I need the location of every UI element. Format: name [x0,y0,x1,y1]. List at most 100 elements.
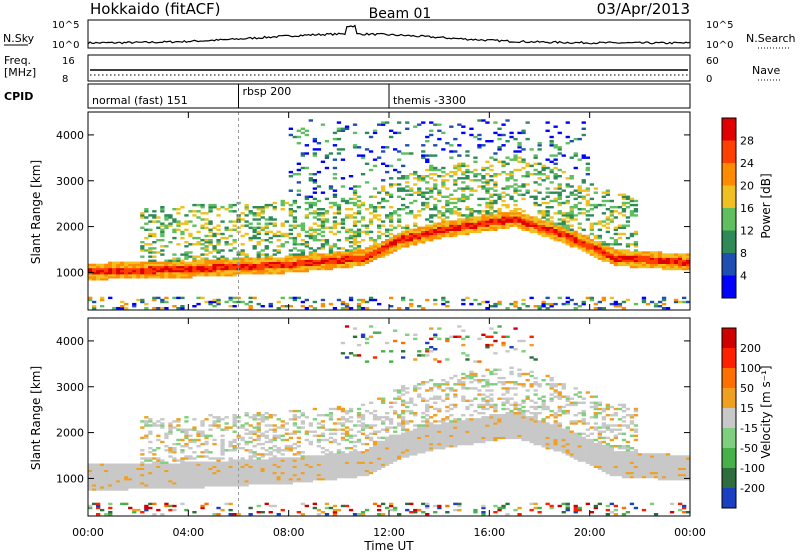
velocity-cell [372,457,378,460]
power-cell [429,226,434,229]
velocity-cell [188,480,193,483]
velocity-cell [144,434,149,437]
velocity-cell [445,504,450,508]
velocity-cell [252,438,257,442]
power-cell [377,236,382,240]
velocity-cell [461,383,466,386]
velocity-cell [372,432,378,435]
power-cell [481,185,486,188]
power-cell [597,257,602,260]
velocity-cell [152,482,157,485]
velocity-cell [220,453,225,456]
power-cell [248,272,253,275]
power-cell [461,298,466,302]
velocity-cell [405,508,410,512]
power-cell [405,127,410,130]
power-cell [344,261,350,264]
velocity-cell [204,461,209,464]
power-cell [678,253,683,256]
velocity-cell [252,426,257,429]
power-cell [292,263,297,267]
velocity-cell [188,434,193,437]
power-cell [665,257,671,260]
power-cell [288,255,293,258]
velocity-cell [284,473,289,477]
power-cell [332,131,338,135]
velocity-cell [332,467,338,470]
velocity-cell [368,449,374,452]
power-cell [513,150,518,153]
power-cell [445,187,450,190]
power-cell [224,300,229,304]
velocity-cell [296,445,301,448]
power-cell [537,218,542,221]
power-cell [92,272,97,275]
power-cell [485,173,490,176]
power-cell [549,154,554,157]
velocity-cell [184,467,189,470]
velocity-cell [328,455,334,458]
power-cell [192,243,197,246]
velocity-cell [204,436,209,440]
velocity-cell [381,350,386,353]
power-cell [565,226,570,229]
power-cell [485,179,490,182]
power-cell [364,249,370,252]
power-cell [288,236,293,240]
power-cell [629,214,635,217]
power-cell [437,193,442,196]
velocity-cell [136,480,141,483]
velocity-cell [276,471,281,475]
power-cell [332,257,338,260]
power-cell [116,263,121,267]
power-cell [180,206,185,209]
power-cell [192,305,197,308]
velocity-cell [433,383,438,386]
velocity-cell [401,455,406,458]
velocity-cell [108,467,113,470]
power-cell [405,243,410,246]
power-cell [481,181,486,184]
velocity-cell [328,467,334,470]
power-cell [328,259,334,262]
velocity-cell [429,426,434,429]
velocity-cell [405,391,410,394]
power-cell [561,220,566,223]
power-cell [489,208,494,211]
velocity-cell [136,478,141,481]
power-cell [164,274,169,277]
power-cell [417,210,422,213]
power-cell [429,214,434,217]
velocity-cell [393,442,398,446]
power-cell [304,234,309,238]
velocity-cell [421,438,426,442]
colorbar-tick-label: 12 [740,225,754,238]
power-cell [421,203,426,207]
power-cell [324,255,330,258]
power-cell [453,230,458,234]
velocity-cell [204,463,209,466]
power-cell [601,243,606,246]
velocity-cell [360,465,366,468]
power-cell [425,201,430,205]
power-cell [196,274,201,277]
power-cell [389,212,394,215]
velocity-cell [368,465,374,468]
velocity-cell [372,453,378,456]
velocity-cell [449,430,454,433]
power-cell [489,193,494,196]
power-cell [661,267,667,271]
velocity-cell [324,457,330,460]
power-cell [561,228,566,231]
velocity-cell [344,356,350,359]
power-cell [441,214,446,217]
power-cell [208,259,213,262]
power-cell [352,241,358,244]
power-cell [413,236,418,240]
velocity-cell [108,488,113,491]
power-cell [164,214,169,217]
power-cell [401,187,406,190]
power-cell [453,181,458,184]
power-cell [461,162,466,165]
power-cell [589,226,594,229]
